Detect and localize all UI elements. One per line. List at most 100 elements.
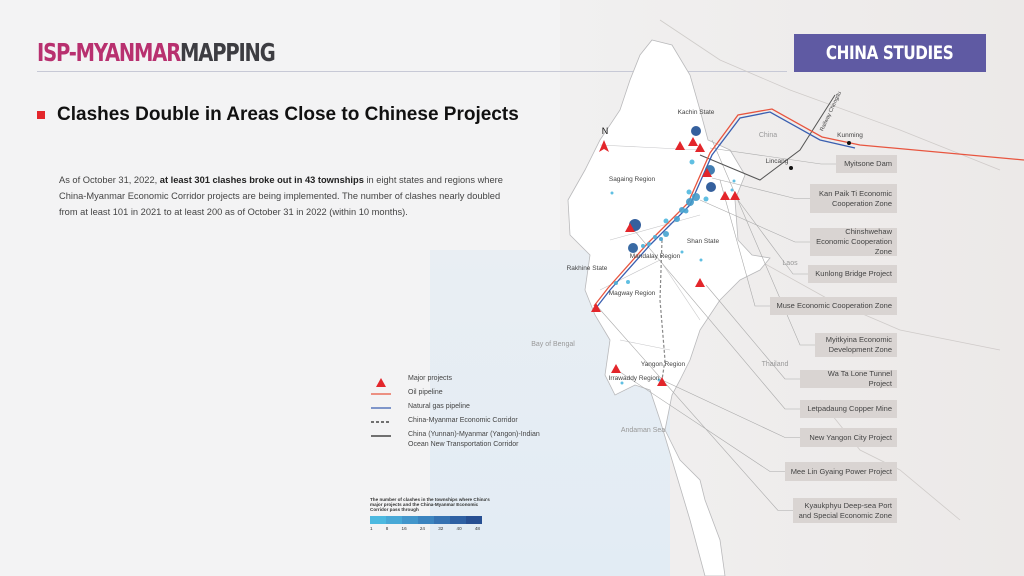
economic-corridor (659, 239, 666, 381)
scale-ticks: 1 8 16 24 32 40 48 (370, 526, 480, 531)
clash-dot (614, 281, 618, 285)
clash-dot (680, 250, 684, 254)
leader-line (705, 284, 800, 380)
clash-dot (647, 242, 651, 246)
scale-tick: 48 (474, 526, 480, 531)
project-marker (625, 223, 635, 232)
triangle-icon (376, 378, 386, 387)
project-marker (675, 141, 685, 150)
project-label: Myitsone Dam (844, 159, 892, 168)
title-text: Clashes Double in Areas Close to Chinese… (57, 104, 519, 125)
label-kunming: Kunming (837, 132, 863, 139)
project-marker (695, 143, 705, 152)
clash-dot (663, 231, 669, 237)
project-label: New Yangon City Project (809, 432, 892, 442)
lincang-marker (789, 166, 793, 170)
gas-pipeline (595, 111, 856, 309)
project-marker (695, 278, 705, 287)
leader-line (595, 304, 793, 511)
label-kachin: Kachin State (678, 109, 715, 116)
north-arrow-icon (599, 140, 609, 152)
clash-dot (610, 191, 614, 195)
label-yangon: Yangon Region (641, 361, 686, 368)
clash-dot (683, 208, 689, 214)
border-line (739, 249, 1001, 351)
clash-dot (663, 218, 669, 224)
project-callout: Letpadaung Copper Mine (800, 400, 897, 418)
project-marker (720, 191, 730, 200)
project-label: Kan Paik Ti Economic Cooperation Zone (819, 188, 892, 208)
page-title: Clashes Double in Areas Close to Chinese… (37, 104, 519, 126)
clash-dot (659, 237, 663, 241)
clash-dot (620, 381, 624, 385)
solid-line-icon (371, 435, 391, 437)
scale-swatch (402, 516, 418, 524)
scale-tick: 8 (385, 526, 389, 531)
project-callout: Kunlong Bridge Project (808, 265, 897, 283)
label-mandalay: Mandalay Region (630, 253, 681, 260)
clash-dot (657, 378, 661, 382)
project-callout: Chinshwehaw Economic Cooperation Zone (810, 227, 897, 256)
project-callout: New Yangon City Project (800, 428, 897, 447)
oil-line-icon (371, 393, 391, 395)
project-label: Muse Economic Cooperation Zone (776, 301, 892, 310)
project-callout: Muse Economic Cooperation Zone (770, 297, 897, 315)
leader-line (616, 369, 785, 472)
clash-dot (641, 244, 645, 248)
scale-tick: 32 (438, 526, 444, 531)
project-label: Chinshwehaw Economic Cooperation Zone (816, 227, 892, 256)
transport-corridor (699, 94, 836, 181)
scale-swatch (466, 516, 482, 524)
border-line (819, 399, 961, 521)
clash-dot (699, 258, 703, 262)
project-label: Letpadaung Copper Mine (807, 404, 892, 413)
label-china: China (759, 132, 777, 139)
para-bold: at least 301 clashes broke out in 43 tow… (159, 175, 364, 185)
project-callout: Kyaukphyu Deep-sea Port and Special Econ… (793, 498, 897, 523)
scale-tick: 24 (419, 526, 425, 531)
project-marker (730, 191, 740, 200)
scale-title: The number of clashes in the townships w… (370, 497, 490, 512)
region-border (609, 214, 701, 241)
project-label: Wa Ta Lone Tunnel Project (827, 369, 892, 388)
project-callout: Mee Lin Gyaing Power Project (785, 462, 897, 481)
label-laos: Laos (782, 260, 798, 267)
clash-scale: The number of clashes in the townships w… (370, 497, 490, 531)
project-label: Kyaukphyu Deep-sea Port and Special Econ… (798, 500, 892, 520)
clash-dot (674, 216, 680, 222)
label-shan: Shan State (687, 238, 720, 245)
scale-tick: 16 (401, 526, 407, 531)
legend-item: Oil pipeline (370, 389, 558, 403)
clash-dot (689, 159, 695, 165)
leader-line (734, 195, 808, 275)
dashed-line-icon (371, 421, 391, 423)
logo: ISP-MYANMARMAPPING (37, 38, 276, 67)
project-label: Myitkyina Economic Development Zone (825, 335, 892, 354)
label-andaman-sea: Andaman Sea (621, 427, 665, 434)
clash-dot (653, 235, 657, 239)
project-marker (657, 377, 667, 386)
para-text: As of October 31, 2022, (59, 175, 160, 185)
project-callout: Myitsone Dam (836, 155, 897, 173)
gas-line-icon (371, 407, 391, 409)
label-lincang: Lincang (766, 158, 789, 165)
clash-dot (679, 207, 685, 213)
summary-paragraph: As of October 31, 2022, at least 301 cla… (59, 172, 519, 220)
legend-label: Natural gas pipeline (408, 403, 470, 410)
clash-dot (706, 182, 716, 192)
scale-swatch (418, 516, 434, 524)
map-legend: Major projects Oil pipeline Natural gas … (370, 375, 558, 448)
bullet-icon (37, 111, 45, 119)
clash-dot (692, 193, 700, 201)
legend-label: China-Myanmar Economic Corridor (408, 417, 518, 424)
scale-bar (370, 516, 490, 524)
project-marker (688, 137, 698, 146)
border-line (659, 19, 1001, 171)
label-bay-of-bengal: Bay of Bengal (531, 341, 575, 348)
legend-item: China (Yunnan)-Myanmar (Yangon)-Indian O… (370, 431, 558, 448)
region-border (599, 259, 701, 321)
leader-line (661, 379, 800, 438)
label-railway: Railway Chengdu (819, 91, 843, 133)
project-marker (611, 364, 621, 373)
